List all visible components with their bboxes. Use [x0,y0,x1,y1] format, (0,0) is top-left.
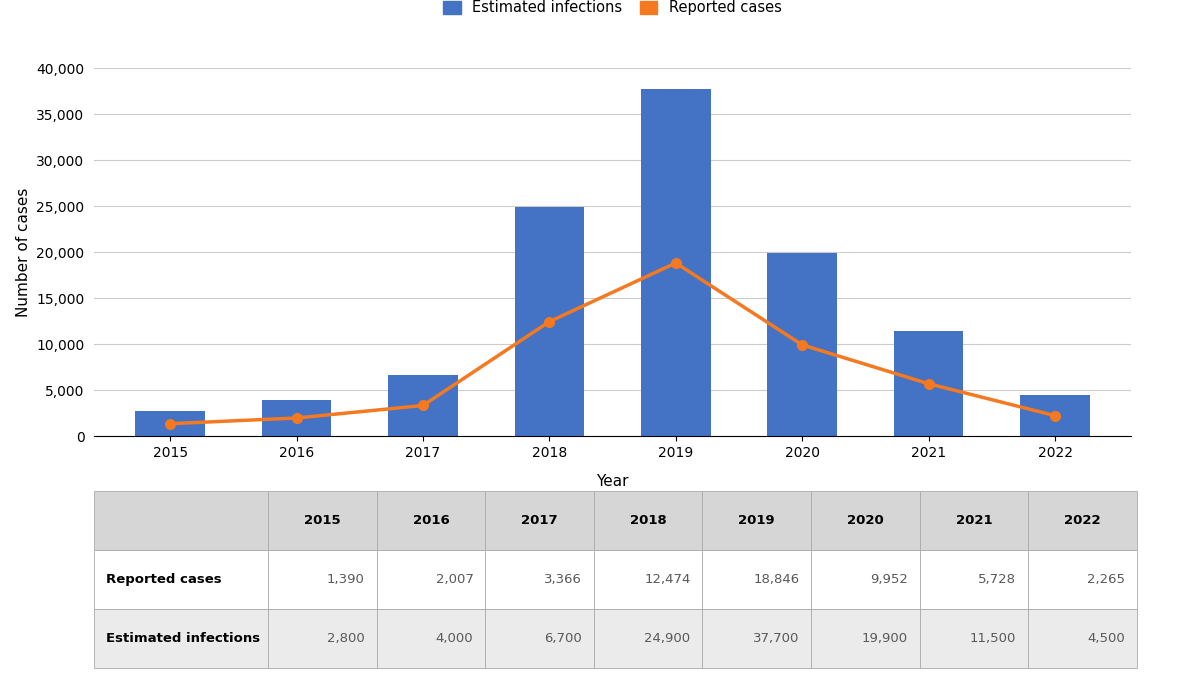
Text: 2,800: 2,800 [327,632,365,645]
Legend: Estimated infections, Reported cases: Estimated infections, Reported cases [437,0,788,21]
X-axis label: Year: Year [596,474,629,489]
Text: 2019: 2019 [739,514,775,527]
Text: 4,000: 4,000 [436,632,474,645]
Text: 2,265: 2,265 [1087,573,1125,587]
Text: 2018: 2018 [630,514,667,527]
Text: 2017: 2017 [521,514,558,527]
Bar [515,207,584,436]
Text: 19,900: 19,900 [861,632,908,645]
Text: 9,952: 9,952 [869,573,908,587]
Text: 5,728: 5,728 [979,573,1017,587]
Text: 24,900: 24,900 [644,632,690,645]
Text: 18,846: 18,846 [753,573,799,587]
Bar [767,253,836,436]
Text: 2016: 2016 [412,514,449,527]
Bar [894,331,964,436]
Text: 37,700: 37,700 [753,632,799,645]
Bar [641,89,710,436]
Y-axis label: Number of cases: Number of cases [15,188,31,317]
Text: Reported cases: Reported cases [106,573,221,587]
Text: 2020: 2020 [847,514,884,527]
Text: 3,366: 3,366 [544,573,582,587]
Bar [1020,395,1090,436]
Text: 4,500: 4,500 [1087,632,1125,645]
Bar [135,411,205,436]
Text: 2022: 2022 [1064,514,1100,527]
Text: 2021: 2021 [955,514,992,527]
Bar [389,375,458,436]
Text: 6,700: 6,700 [544,632,582,645]
Text: 12,474: 12,474 [644,573,690,587]
Text: 11,500: 11,500 [969,632,1017,645]
Text: 2015: 2015 [304,514,340,527]
Text: 1,390: 1,390 [327,573,365,587]
Text: Estimated infections: Estimated infections [106,632,260,645]
Text: 2,007: 2,007 [436,573,474,587]
Bar [262,400,331,436]
